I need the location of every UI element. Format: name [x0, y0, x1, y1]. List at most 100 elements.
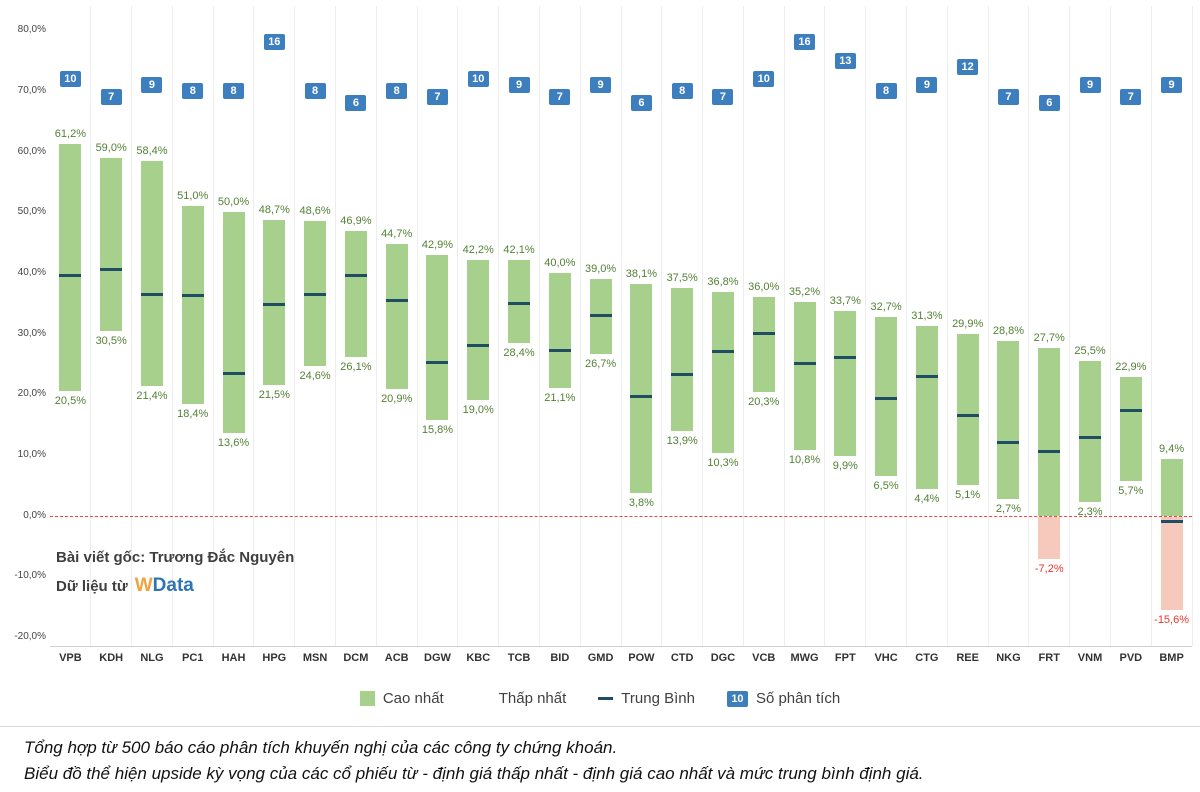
range-bar [140, 161, 163, 386]
low-value-label: 13,6% [217, 437, 250, 450]
low-value-label: 19,0% [462, 404, 494, 417]
analyst-count-badge: 9 [508, 76, 530, 93]
average-marker [100, 268, 123, 272]
analyst-count-badge: 9 [1161, 76, 1183, 93]
average-marker [1079, 435, 1102, 439]
low-value-label: 2,3% [1077, 505, 1103, 518]
x-tick-label: BID [550, 652, 570, 664]
range-bar [263, 220, 286, 386]
average-marker [385, 298, 408, 302]
high-value-label: 29,9% [952, 318, 984, 331]
average-marker [508, 302, 531, 306]
high-value-label: 61,2% [54, 128, 86, 141]
x-tick-label: TCB [507, 652, 531, 664]
y-tick-label: 40,0% [17, 266, 46, 278]
range-bar [222, 212, 245, 434]
x-tick-label: REE [956, 652, 979, 664]
low-value-label: 5,7% [1118, 484, 1144, 497]
average-marker [834, 355, 857, 359]
high-value-label: 35,2% [788, 286, 821, 299]
average-marker [140, 292, 163, 296]
high-value-label: 27,7% [1033, 331, 1065, 344]
average-marker [793, 362, 816, 366]
analyst-count-badge: 7 [549, 88, 571, 105]
y-tick-label: 60,0% [17, 145, 46, 157]
column-separator [131, 6, 133, 646]
negative-range-bar [1160, 516, 1183, 611]
column-separator [579, 6, 581, 646]
average-marker [344, 274, 367, 278]
legend-label-so-phan-tich: Số phân tích [755, 690, 841, 707]
legend: Cao nhất Thấp nhất Trung Bình 10 Số phân… [0, 690, 1200, 707]
legend-item-cao-nhat: Cao nhất [359, 690, 444, 707]
range-bar [671, 288, 694, 432]
plot-area: 80,0% 70,0% 60,0% 50,0% 40,0% 30,0% 20,0% 10,0%… [14, 6, 1193, 647]
analyst-count-badge: 8 [182, 82, 204, 99]
average-marker [1119, 408, 1142, 412]
low-value-label: 10,3% [707, 457, 739, 470]
low-value-label: 2,7% [995, 503, 1021, 516]
analyst-count-badge: 7 [426, 88, 448, 105]
average-marker [263, 302, 286, 306]
range-bar [426, 255, 449, 420]
x-tick-label: PC1 [182, 652, 204, 664]
average-marker [956, 413, 979, 417]
low-value-label: 18,4% [177, 407, 209, 420]
high-value-label: 58,4% [136, 145, 168, 158]
range-bar [548, 272, 571, 388]
column-separator [457, 6, 459, 646]
legend-label-cao-nhat: Cao nhất [382, 690, 444, 707]
average-marker [711, 349, 734, 353]
average-marker [1038, 450, 1061, 454]
analyst-count-badge: 8 [875, 82, 897, 99]
x-tick-label: CTD [670, 652, 694, 664]
analyst-count-badge: 8 [671, 82, 693, 99]
annotation-source-text: Dữ liệu từ [56, 578, 128, 595]
analyst-count-badge: 13 [834, 52, 856, 69]
y-tick-label: 50,0% [17, 206, 46, 218]
average-marker [548, 349, 571, 353]
x-tick-label: MSN [302, 652, 328, 664]
range-bar [1079, 360, 1102, 502]
y-tick-label: 10,0% [17, 448, 46, 460]
x-tick-label: PVD [1119, 652, 1143, 664]
x-tick-label: VCB [752, 652, 776, 664]
high-value-label: 37,5% [666, 272, 698, 285]
x-tick-label: KDH [99, 652, 124, 664]
analyst-count-badge: 8 [304, 82, 326, 99]
x-tick-label: POW [628, 652, 655, 664]
legend-label-thap-nhat: Thấp nhất [498, 690, 567, 707]
high-value-label: 51,0% [177, 190, 209, 203]
range-bar [752, 297, 775, 393]
legend-item-so-phan-tich: 10 Số phân tích [726, 690, 841, 707]
high-value-label: 46,9% [340, 215, 372, 228]
high-swatch-icon [359, 691, 375, 706]
low-value-label: 26,1% [340, 361, 372, 374]
analyst-count-badge: 8 [223, 82, 245, 99]
analyst-count-badge: 10 [59, 70, 81, 87]
high-value-label: 36,0% [748, 281, 780, 294]
analyst-count-badge: 7 [1120, 88, 1142, 105]
average-marker [875, 396, 898, 400]
column-separator [335, 6, 336, 646]
range-bar [59, 144, 82, 392]
widata-logo-data: Data [152, 575, 194, 596]
low-value-label: 21,1% [544, 391, 576, 404]
analyst-count-badge: 7 [100, 88, 122, 105]
low-value-label: -15,6% [1154, 614, 1190, 627]
low-value-label: 24,6% [299, 370, 331, 383]
source-annotation: Bài viết gốc: Trương Đắc Nguyên Dữ liệu … [56, 544, 294, 601]
analyst-count-badge: 9 [590, 76, 612, 93]
low-value-label: 21,4% [136, 389, 168, 402]
footer-line-2: Biểu đồ thể hiện upside kỳ vọng của các … [24, 764, 924, 783]
average-swatch-icon [598, 697, 614, 700]
column-separator [416, 6, 418, 646]
range-bar [793, 302, 816, 451]
average-marker [181, 294, 204, 298]
column-separator [865, 6, 867, 646]
analyst-count-badge: 9 [1079, 76, 1101, 93]
high-value-label: 28,8% [992, 324, 1025, 337]
x-tick-label: NKG [996, 652, 1021, 664]
column-separator [702, 6, 704, 646]
